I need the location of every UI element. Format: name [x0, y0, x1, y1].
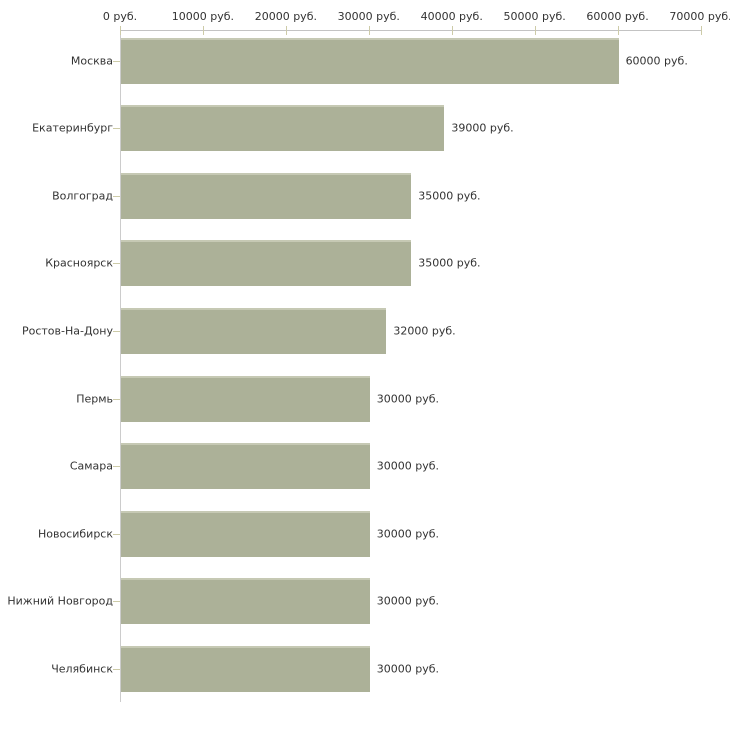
- value-label: 30000 руб.: [376, 527, 440, 541]
- category-label: Новосибирск: [37, 527, 113, 541]
- value-label: 30000 руб.: [376, 594, 440, 608]
- bar: [121, 510, 370, 557]
- category-tick: [113, 398, 120, 400]
- x-axis-tick: [120, 26, 121, 35]
- x-axis-tick: [534, 26, 536, 35]
- x-axis-line: [120, 30, 701, 31]
- bar: [121, 443, 370, 490]
- category-tick: [113, 128, 120, 130]
- x-axis-tick: [368, 26, 370, 35]
- category-tick: [113, 195, 120, 197]
- category-label: Москва: [70, 54, 113, 67]
- y-axis-line: [120, 30, 121, 702]
- category-label: Екатеринбург: [32, 121, 113, 135]
- category-tick: [113, 601, 120, 603]
- bar: [121, 578, 370, 625]
- x-axis-tick-label: 10000 руб.: [171, 10, 235, 23]
- x-axis-tick-label: 70000 руб.: [669, 10, 730, 23]
- category-label: Нижний Новгород: [7, 594, 113, 608]
- x-axis-tick: [451, 26, 453, 35]
- value-label: 30000 руб.: [376, 392, 440, 405]
- x-axis-tick: [700, 26, 702, 35]
- x-axis-tick: [285, 26, 287, 35]
- value-label: 32000 руб.: [393, 324, 456, 338]
- bar: [121, 172, 412, 219]
- value-label: 30000 руб.: [376, 459, 440, 473]
- x-axis-tick: [202, 26, 204, 35]
- value-label: 35000 руб.: [418, 256, 481, 270]
- x-axis-tick-label: 20000 руб.: [254, 10, 317, 23]
- category-label: Красноярск: [45, 256, 113, 270]
- bar: [121, 37, 619, 84]
- category-tick: [113, 60, 120, 62]
- x-axis-tick-label: 30000 руб.: [337, 10, 400, 23]
- x-axis-tick-label: 60000 руб.: [586, 10, 649, 23]
- x-axis-tick-label: 0 руб.: [102, 10, 138, 23]
- x-axis-tick-label: 40000 руб.: [420, 10, 483, 23]
- category-label: Самара: [69, 459, 113, 473]
- x-axis-tick: [617, 26, 619, 35]
- value-label: 30000 руб.: [376, 662, 440, 676]
- category-label: Челябинск: [51, 662, 113, 676]
- bar: [121, 307, 387, 354]
- bar: [121, 105, 445, 152]
- bar: [121, 645, 370, 692]
- category-label: Волгоград: [52, 189, 113, 203]
- category-tick: [113, 330, 120, 332]
- category-tick: [113, 668, 120, 670]
- bar: [121, 240, 412, 287]
- category-tick: [113, 533, 120, 535]
- category-tick: [113, 263, 120, 265]
- bar: [121, 375, 370, 422]
- category-label: Пермь: [76, 392, 113, 405]
- category-tick: [113, 466, 120, 468]
- value-label: 60000 руб.: [625, 54, 688, 67]
- x-axis-tick-label: 50000 руб.: [503, 10, 566, 23]
- value-label: 39000 руб.: [451, 121, 514, 135]
- value-label: 35000 руб.: [418, 189, 481, 203]
- category-label: Ростов-На-Дону: [21, 324, 113, 338]
